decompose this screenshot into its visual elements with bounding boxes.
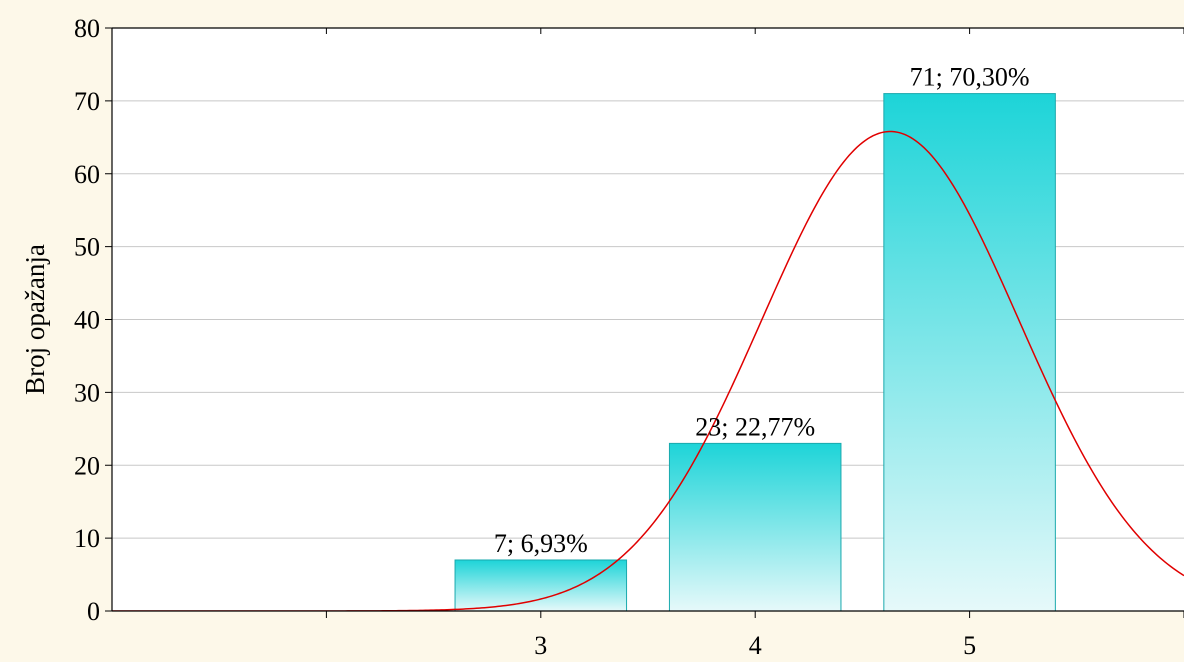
x-tick-label: 3	[534, 631, 547, 660]
y-tick-label: 30	[74, 378, 100, 407]
y-tick-label: 20	[74, 451, 100, 480]
x-tick-label: 4	[749, 631, 762, 660]
bar-5	[883, 93, 1056, 612]
y-tick-label: 80	[74, 14, 100, 43]
x-tick-label: 5	[963, 631, 976, 660]
bar-data-label: 7; 6,93%	[494, 529, 588, 558]
y-tick-label: 10	[74, 524, 100, 553]
y-tick-label: 50	[74, 233, 100, 262]
bar-4	[668, 442, 842, 612]
bar-data-label: 23; 22,77%	[695, 412, 815, 441]
y-tick-label: 60	[74, 160, 100, 189]
y-tick-label: 70	[74, 87, 100, 116]
bar-data-label: 71; 70,30%	[910, 63, 1030, 92]
bar-3	[454, 559, 628, 612]
y-axis-title: Broj opažanja	[20, 244, 50, 395]
y-tick-label: 0	[87, 597, 100, 626]
y-tick-label: 40	[74, 306, 100, 335]
